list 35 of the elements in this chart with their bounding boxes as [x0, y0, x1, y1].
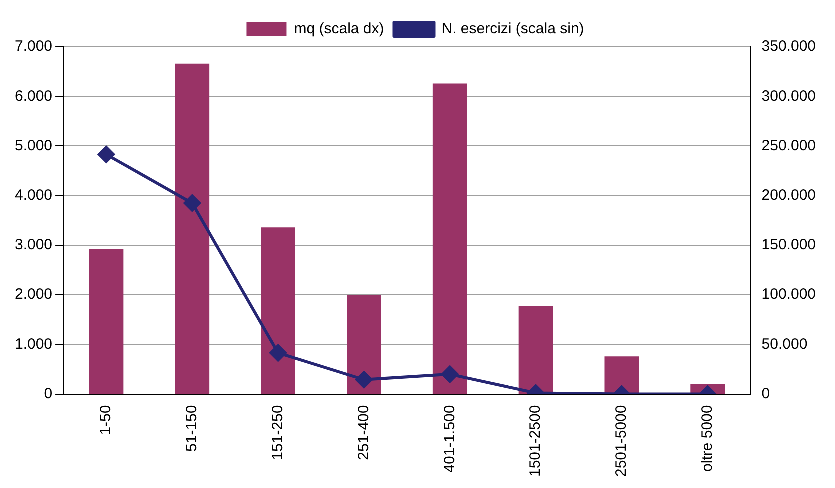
bar: [261, 228, 296, 394]
y-tick-label: 3.000: [14, 236, 53, 254]
legend-label: mq (scala dx): [294, 20, 384, 38]
bar: [347, 295, 382, 394]
legend-label: N. esercizi (scala sin): [442, 20, 584, 38]
x-tick-label: oltre 5000: [698, 405, 716, 472]
bar: [432, 84, 468, 394]
point: [184, 194, 201, 212]
y-tick-label: 6.000: [14, 88, 53, 105]
x-tick-label: 1-50: [98, 405, 115, 436]
bar: [175, 64, 210, 394]
bar: [604, 356, 640, 394]
y-tick-label: 4.000: [14, 186, 53, 204]
x-tick-label: 2501-5000: [613, 405, 630, 477]
y2-tick-label: 50.000: [762, 336, 808, 353]
y-tick-label: 5.000: [14, 137, 53, 154]
x-tick-label: 251-400: [355, 405, 372, 460]
x-tick-label: 401-1.500: [441, 405, 458, 473]
y-tick-label: 1.000: [14, 336, 53, 353]
bar: [518, 306, 554, 394]
x-tick-label: 1501-2500: [527, 405, 544, 477]
y2-tick-label: 300.000: [762, 88, 816, 105]
y2-tick-label: 200.000: [762, 186, 816, 204]
y2-tick-label: 150.000: [762, 236, 816, 254]
point: [98, 146, 115, 164]
y2-tick-label: 350.000: [762, 38, 816, 56]
y-tick-label: 7.000: [14, 38, 53, 56]
y-tick-label: 2.000: [14, 286, 53, 304]
y2-tick-label: 100.000: [762, 286, 816, 304]
y2-tick-label: 0: [762, 385, 770, 402]
y-tick-label: 0: [44, 385, 53, 402]
x-tick-label: 151-250: [269, 405, 286, 460]
bar: [89, 249, 124, 394]
y2-tick-label: 250.000: [762, 137, 816, 154]
x-tick-label: 51-150: [184, 405, 201, 452]
